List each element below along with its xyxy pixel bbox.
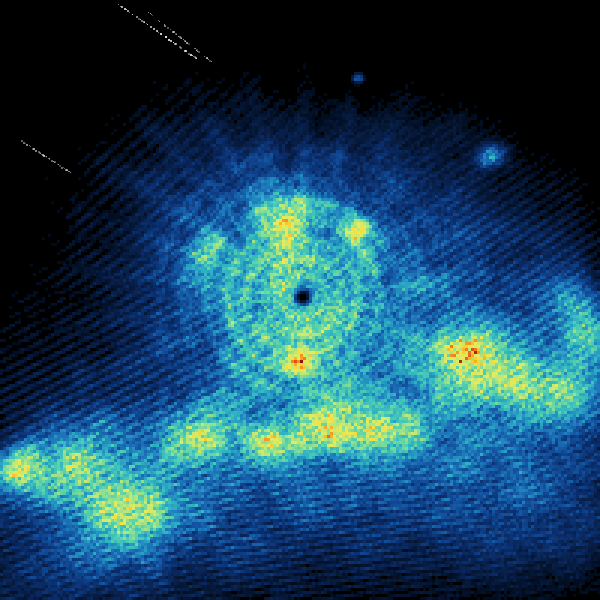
image-viewport: Radio Interferometric Dirty Image Galact… <box>0 0 600 600</box>
radio-intensity-heatmap <box>0 0 600 600</box>
